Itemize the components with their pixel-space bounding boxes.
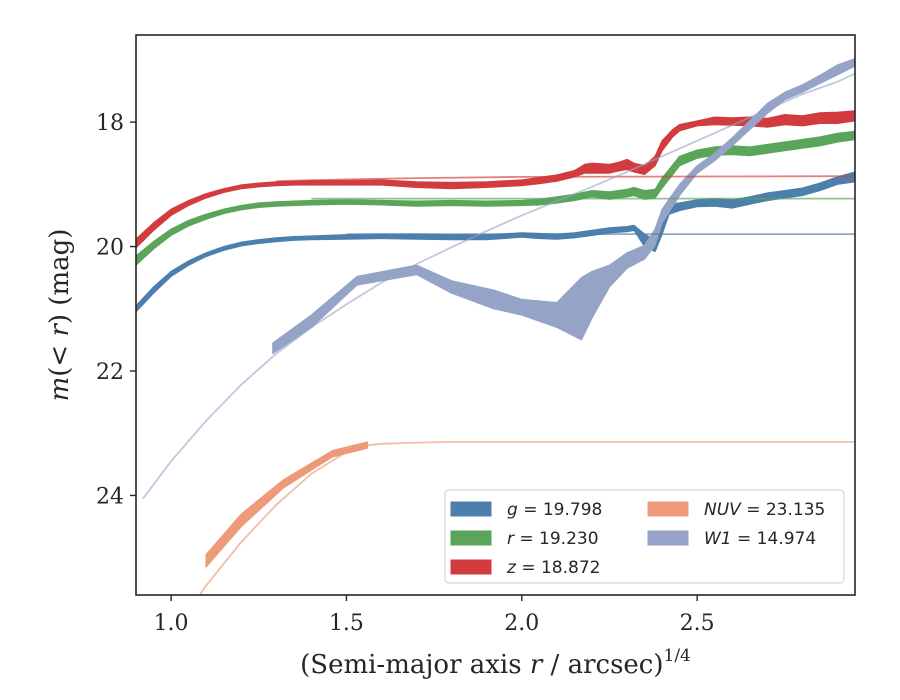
band-W1 [272,58,855,355]
x-tick-label: 2.0 [504,611,539,636]
y-axis-label: m(< r) (mag) [45,229,75,402]
x-tick-label: 1.0 [154,611,189,636]
band-r [136,130,855,266]
legend-label-r: r = 19.230 [507,529,599,549]
y-axis-label-close: ) [45,314,75,324]
legend-label-g: g = 19.798 [507,500,602,520]
legend-swatch-r [450,530,492,546]
legend-swatch-NUV [647,501,689,517]
x-tick-label: 1.5 [329,611,364,636]
legend-box [444,489,845,584]
y-tick-label: 22 [96,360,124,385]
axes-frame [135,34,856,596]
y-tick-label: 24 [96,484,124,509]
model-line-z [276,175,855,183]
ticks-layer: 1.0 1.5 2.0 2.5 18 20 22 24 [96,111,715,636]
legend-label-NUV: NUV = 23.135 [704,500,825,520]
legend-swatch-z [450,559,492,575]
x-axis-label-var: r [530,650,544,680]
x-tick-label: 2.5 [680,611,715,636]
model-line-NUV [198,440,855,595]
legend-label-z: z = 18.872 [506,558,600,578]
legend-swatch-W1 [647,530,689,546]
band-z [136,110,855,249]
y-axis-label-open: ( [45,367,75,377]
model-line-W1 [142,72,855,500]
legend-label-W1: W1 = 14.974 [704,529,816,549]
legend-swatch-g [450,501,492,517]
y-axis-label-var2: r [45,323,75,337]
band-NUV [205,441,369,568]
data-layer [136,58,855,595]
y-tick-label: 18 [96,111,124,136]
legend: g = 19.798 r = 19.230 z = 18.872 NUV = 23.1… [444,489,845,584]
x-axis-label-sup: 1/4 [664,646,691,666]
x-axis-label-post: / arcsec) [542,650,663,680]
x-axis-label-pre: (Semi-major axis [300,650,530,680]
y-tick-label: 20 [96,236,124,261]
y-axis-label-op: < [45,337,75,367]
y-axis-label-var1: m [45,377,75,402]
x-axis-label: (Semi-major axis r / arcsec)1/4 [300,646,691,680]
y-axis-label-unit: (mag) [45,229,75,314]
